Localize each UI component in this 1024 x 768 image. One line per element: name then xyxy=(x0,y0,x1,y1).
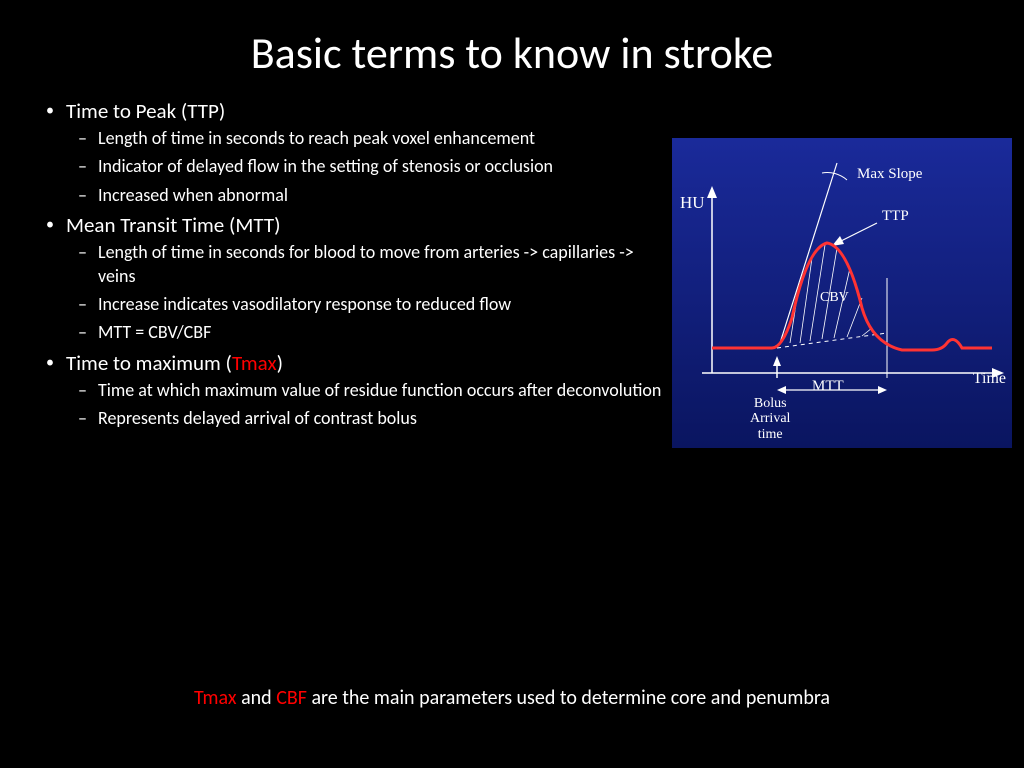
bolus-arrow xyxy=(773,356,781,366)
footer-tmax: Tmax xyxy=(194,686,237,710)
tmax-red: Tmax xyxy=(232,350,277,376)
footer-cbf: CBF xyxy=(276,686,307,710)
bullet-column: Time to Peak (TTP) Length of time in sec… xyxy=(44,98,664,448)
sub-item: Increased when abnormal xyxy=(66,184,664,207)
sub-item: Represents delayed arrival of contrast b… xyxy=(66,407,664,430)
y-axis-arrow xyxy=(707,186,717,198)
bullet-tmax: Time to maximum (Tmax) Time at which max… xyxy=(44,350,664,431)
sub-item: Time at which maximum value of residue f… xyxy=(66,379,664,402)
footer-note: Tmax and CBF are the main parameters use… xyxy=(0,686,1024,710)
bullet-mtt: Mean Transit Time (MTT) Length of time i… xyxy=(44,212,664,345)
chart-column: HU Time Max Slope TTP CBV MTT BolusArriv… xyxy=(664,98,1012,448)
sub-item: Indicator of delayed flow in the setting… xyxy=(66,155,664,178)
max-slope-line xyxy=(780,163,837,343)
slide-title: Basic terms to know in stroke xyxy=(0,0,1024,98)
bolus-label: BolusArrivaltime xyxy=(750,396,790,442)
footer-and: and xyxy=(237,686,277,710)
bullet-label-pre: Time to maximum ( xyxy=(66,350,232,376)
bullet-label-post: ) xyxy=(277,350,283,376)
cbv-label: CBV xyxy=(820,290,849,306)
baseline-dashed xyxy=(777,333,887,348)
mtt-arrow-right xyxy=(878,386,887,394)
ttp-label: TTP xyxy=(882,208,909,225)
bullet-label: Time to Peak (TTP) xyxy=(66,98,225,124)
max-slope-label: Max Slope xyxy=(857,166,922,183)
perfusion-curve-chart: HU Time Max Slope TTP CBV MTT BolusArriv… xyxy=(672,138,1012,448)
max-slope-arc xyxy=(822,173,847,180)
bullet-ttp: Time to Peak (TTP) Length of time in sec… xyxy=(44,98,664,207)
ttp-arrow-line xyxy=(837,223,877,243)
sub-item: MTT = CBV/CBF xyxy=(66,321,664,344)
footer-tail: are the main parameters used to determin… xyxy=(307,686,830,710)
content-row: Time to Peak (TTP) Length of time in sec… xyxy=(0,98,1024,448)
sub-item: Increase indicates vasodilatory response… xyxy=(66,293,664,316)
sub-item: Length of time in seconds to reach peak … xyxy=(66,127,664,150)
bolus-text: BolusArrivaltime xyxy=(750,396,790,442)
sub-item: Length of time in seconds for blood to m… xyxy=(66,241,664,288)
bullet-label: Mean Transit Time (MTT) xyxy=(66,212,280,238)
mtt-arrow-left xyxy=(777,386,786,394)
perfusion-curve xyxy=(712,243,992,350)
y-axis-label: HU xyxy=(680,193,705,213)
mtt-label: MTT xyxy=(812,378,844,395)
x-axis-label: Time xyxy=(973,370,1006,388)
